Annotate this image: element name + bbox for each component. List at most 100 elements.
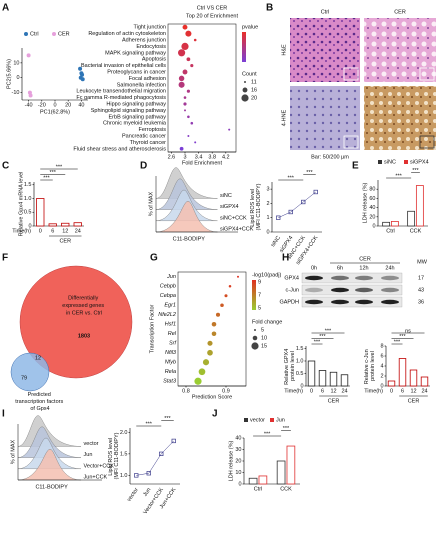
mw-label: 36 <box>418 299 424 305</box>
x-tick-label: siNC <box>270 235 282 248</box>
significance-label: *** <box>319 334 326 340</box>
bar <box>420 376 429 387</box>
venn-label: Predicted transcription factors of Gpx4 <box>15 392 65 412</box>
dot <box>237 275 239 278</box>
legend-tick: 9 <box>258 279 261 285</box>
dot <box>181 42 189 51</box>
y-axis-label: Transcription Factor <box>149 304 155 353</box>
point <box>28 93 33 98</box>
mw-label: 43 <box>418 287 424 293</box>
venn-set-b <box>10 352 50 392</box>
legend-label: vector <box>250 417 265 423</box>
significance-label: *** <box>306 170 313 176</box>
y-axis-label: Relative Gpx4 mRNA level <box>18 172 24 237</box>
legend-marker <box>52 32 56 36</box>
legend-marker <box>270 418 274 422</box>
x-tick-label: 40 <box>78 102 84 108</box>
legend-tick: 20 <box>251 95 257 101</box>
category-label: Tight junction <box>133 25 166 31</box>
bar <box>390 220 399 227</box>
group-label: CER <box>59 238 71 244</box>
dot <box>220 303 224 308</box>
x-axis-label: Time(h) <box>284 388 303 394</box>
category-label: Cebpa <box>160 293 176 299</box>
bar <box>286 445 296 485</box>
band <box>355 287 373 293</box>
y-axis-label: Relative c-Jun protein level <box>364 348 376 384</box>
legend-marker <box>244 418 248 422</box>
lane-label: 24h <box>385 265 394 271</box>
significance-label: *** <box>164 416 171 422</box>
category-label: Nfil3 <box>165 350 177 356</box>
y-tick-label: 1 <box>266 215 269 221</box>
band <box>305 287 323 293</box>
x-tick-label: 0 <box>310 388 313 394</box>
panel-label: B <box>266 3 273 14</box>
y-tick-label: 0 <box>380 383 383 389</box>
inset <box>419 135 435 149</box>
category-label: Srf <box>169 341 177 347</box>
x-tick-label: 12 <box>410 388 416 394</box>
dot <box>193 38 197 42</box>
legend-title: Count <box>242 71 257 77</box>
x-tick-label: 6 <box>51 228 54 234</box>
size-key <box>242 87 248 93</box>
bar <box>340 374 349 387</box>
group-label: CER <box>408 398 420 404</box>
sample-label: siGPX4 <box>220 204 239 210</box>
y-tick-label: 40 <box>235 435 241 441</box>
x-axis-label: Prediction Score <box>192 394 232 400</box>
x-tick-label: 12 <box>330 388 336 394</box>
point <box>27 90 32 95</box>
blot <box>301 284 403 296</box>
scale-label: Bar: 50/200 µm <box>311 154 349 160</box>
significance-label: *** <box>56 164 63 170</box>
inset <box>343 135 359 149</box>
legend-marker <box>378 160 382 164</box>
panel-label: E <box>352 161 359 172</box>
dot <box>183 96 187 99</box>
dot <box>194 141 197 144</box>
category-label: Salmonella infection <box>117 82 166 88</box>
bar <box>73 222 82 227</box>
x-tick-label: 0 <box>390 388 393 394</box>
x-axis-label: Time(h) <box>12 228 31 234</box>
legend-label: CER <box>58 31 70 37</box>
band <box>381 299 399 305</box>
x-tick-label: 24 <box>341 388 347 394</box>
y-tick-label: 1.5 <box>296 346 304 352</box>
category-label: Focal adhesion <box>129 76 166 82</box>
x-tick-label: 12 <box>62 228 68 234</box>
x-tick-label: Ctrl <box>254 486 263 492</box>
y-axis-label: Lipid ROS level (MFI C11-BODIPY) <box>108 432 120 479</box>
x-tick-label: 3.4 <box>195 154 203 160</box>
venn-count: 79 <box>21 375 27 381</box>
y-tick-label: 10 <box>235 470 241 476</box>
size-key <box>254 329 256 331</box>
dot <box>198 368 206 376</box>
sample-label: Vector+CCK <box>84 463 115 469</box>
band <box>331 287 349 293</box>
sample-label: siNC <box>220 193 232 199</box>
dot <box>194 377 202 385</box>
y-axis-label: PC2(5.66%) <box>6 59 12 89</box>
blot <box>301 272 403 284</box>
plot-frame <box>167 23 237 153</box>
bar <box>248 477 258 485</box>
y-tick-label: 0 <box>266 229 269 235</box>
x-tick-label: 24 <box>75 228 81 234</box>
panel-label: J <box>212 409 218 420</box>
bar <box>407 210 416 227</box>
dot <box>182 69 188 75</box>
mw-label: 17 <box>418 275 424 281</box>
venn-label: Differentially expressed genes in CER vs… <box>62 296 105 317</box>
y-tick-label: 1.0 <box>296 358 304 364</box>
category-label: Rela <box>165 369 176 375</box>
lane-label: 12h <box>359 265 368 271</box>
y-tick-label: 20 <box>235 458 241 464</box>
x-tick-label: Jun <box>142 487 152 498</box>
category-label: Thyroid cancer <box>130 140 167 146</box>
band <box>381 287 399 293</box>
band <box>305 275 323 281</box>
dot <box>207 340 213 346</box>
